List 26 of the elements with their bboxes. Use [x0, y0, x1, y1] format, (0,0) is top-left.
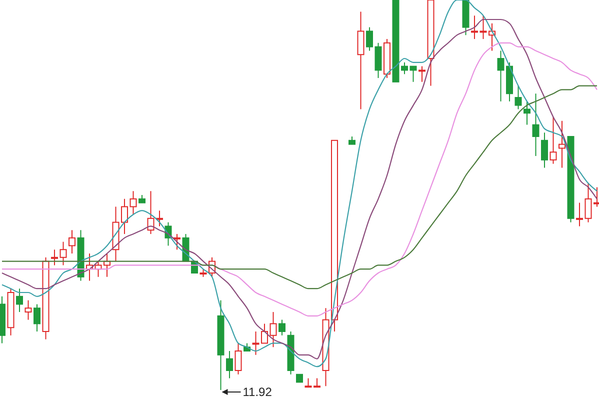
candlestick: [60, 241, 67, 266]
candlestick: [357, 11, 364, 110]
candlestick: [366, 26, 373, 52]
candlestick: [270, 312, 277, 348]
annotation: 11.92: [242, 385, 272, 399]
candlestick: [532, 93, 540, 156]
candlestick: [130, 190, 137, 215]
candlestick: [16, 288, 23, 312]
candlestick: [550, 116, 557, 164]
candlestick: [374, 42, 382, 78]
candlestick: [524, 100, 530, 126]
candlestick: [278, 319, 286, 336]
candlestick: [51, 249, 58, 266]
candlestick: [576, 202, 583, 227]
candlestick: [226, 350, 233, 379]
candlestick: [471, 15, 478, 40]
candlestick: [418, 66, 426, 82]
candlestick: [410, 66, 417, 82]
candlestick: [68, 230, 76, 254]
candlestick: [24, 300, 32, 320]
candlestick: [174, 234, 180, 250]
candlestick: [558, 120, 566, 168]
candlestick: [541, 132, 548, 168]
candlestick: [34, 304, 40, 332]
candlestick: [234, 342, 242, 375]
candlestick: [514, 85, 522, 110]
